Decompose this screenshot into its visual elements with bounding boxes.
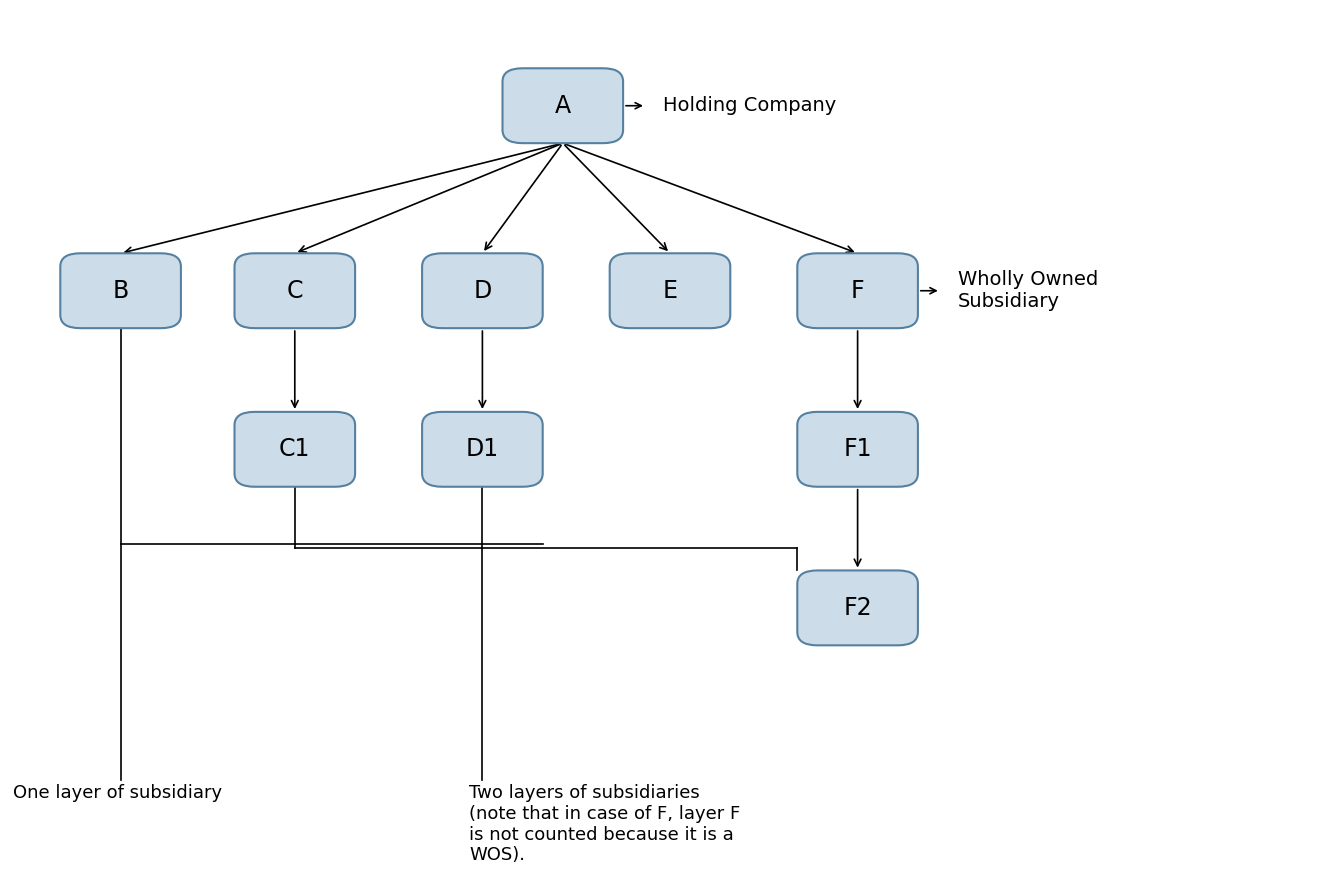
FancyBboxPatch shape: [234, 254, 355, 328]
FancyBboxPatch shape: [422, 254, 543, 328]
Text: F: F: [851, 278, 864, 303]
Text: One layer of subsidiary: One layer of subsidiary: [13, 784, 222, 802]
Text: D1: D1: [466, 437, 498, 462]
Text: Wholly Owned
Subsidiary: Wholly Owned Subsidiary: [958, 270, 1099, 311]
FancyBboxPatch shape: [422, 412, 543, 486]
FancyBboxPatch shape: [234, 412, 355, 486]
Text: E: E: [662, 278, 678, 303]
Text: F2: F2: [843, 596, 872, 620]
Text: D: D: [473, 278, 492, 303]
Text: A: A: [555, 93, 571, 118]
FancyBboxPatch shape: [502, 69, 623, 144]
Text: C1: C1: [279, 437, 311, 462]
Text: Holding Company: Holding Company: [663, 96, 836, 115]
Text: Two layers of subsidiaries
(note that in case of F, layer F
is not counted becau: Two layers of subsidiaries (note that in…: [469, 784, 740, 864]
FancyBboxPatch shape: [610, 254, 730, 328]
FancyBboxPatch shape: [797, 412, 918, 486]
Text: F1: F1: [843, 437, 872, 462]
Text: C: C: [287, 278, 303, 303]
FancyBboxPatch shape: [797, 571, 918, 645]
Text: B: B: [113, 278, 129, 303]
FancyBboxPatch shape: [60, 254, 181, 328]
FancyBboxPatch shape: [797, 254, 918, 328]
